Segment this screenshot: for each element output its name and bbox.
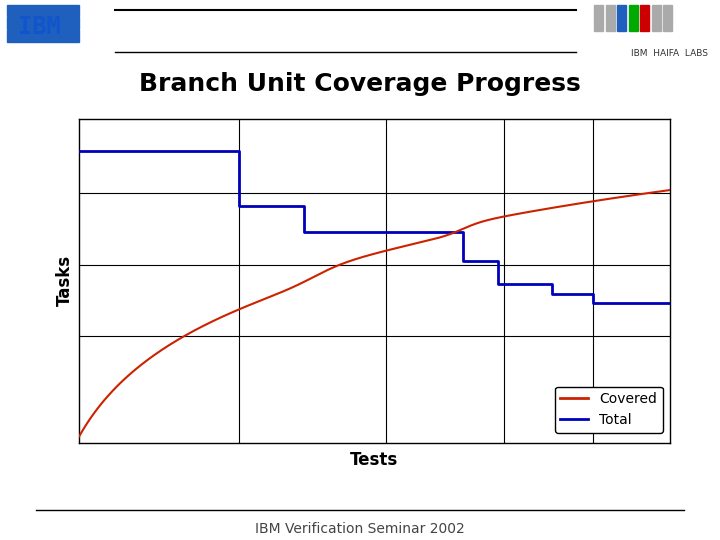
Text: IBM: IBM — [18, 15, 61, 39]
Bar — [7, 30, 79, 42]
Legend: Covered, Total: Covered, Total — [555, 387, 662, 433]
Y-axis label: Tasks: Tasks — [55, 255, 73, 306]
Bar — [617, 5, 626, 31]
Text: IBM  HAIFA  LABS: IBM HAIFA LABS — [631, 49, 708, 58]
Bar — [629, 5, 638, 31]
Bar — [594, 5, 603, 31]
Text: Branch Unit Coverage Progress: Branch Unit Coverage Progress — [139, 72, 581, 96]
X-axis label: Tests: Tests — [350, 451, 399, 469]
Bar — [640, 5, 649, 31]
Bar — [606, 5, 615, 31]
Text: IBM Verification Seminar 2002: IBM Verification Seminar 2002 — [255, 522, 465, 536]
Bar — [663, 5, 672, 31]
Bar — [7, 4, 79, 16]
Bar — [652, 5, 661, 31]
Bar — [7, 17, 79, 29]
